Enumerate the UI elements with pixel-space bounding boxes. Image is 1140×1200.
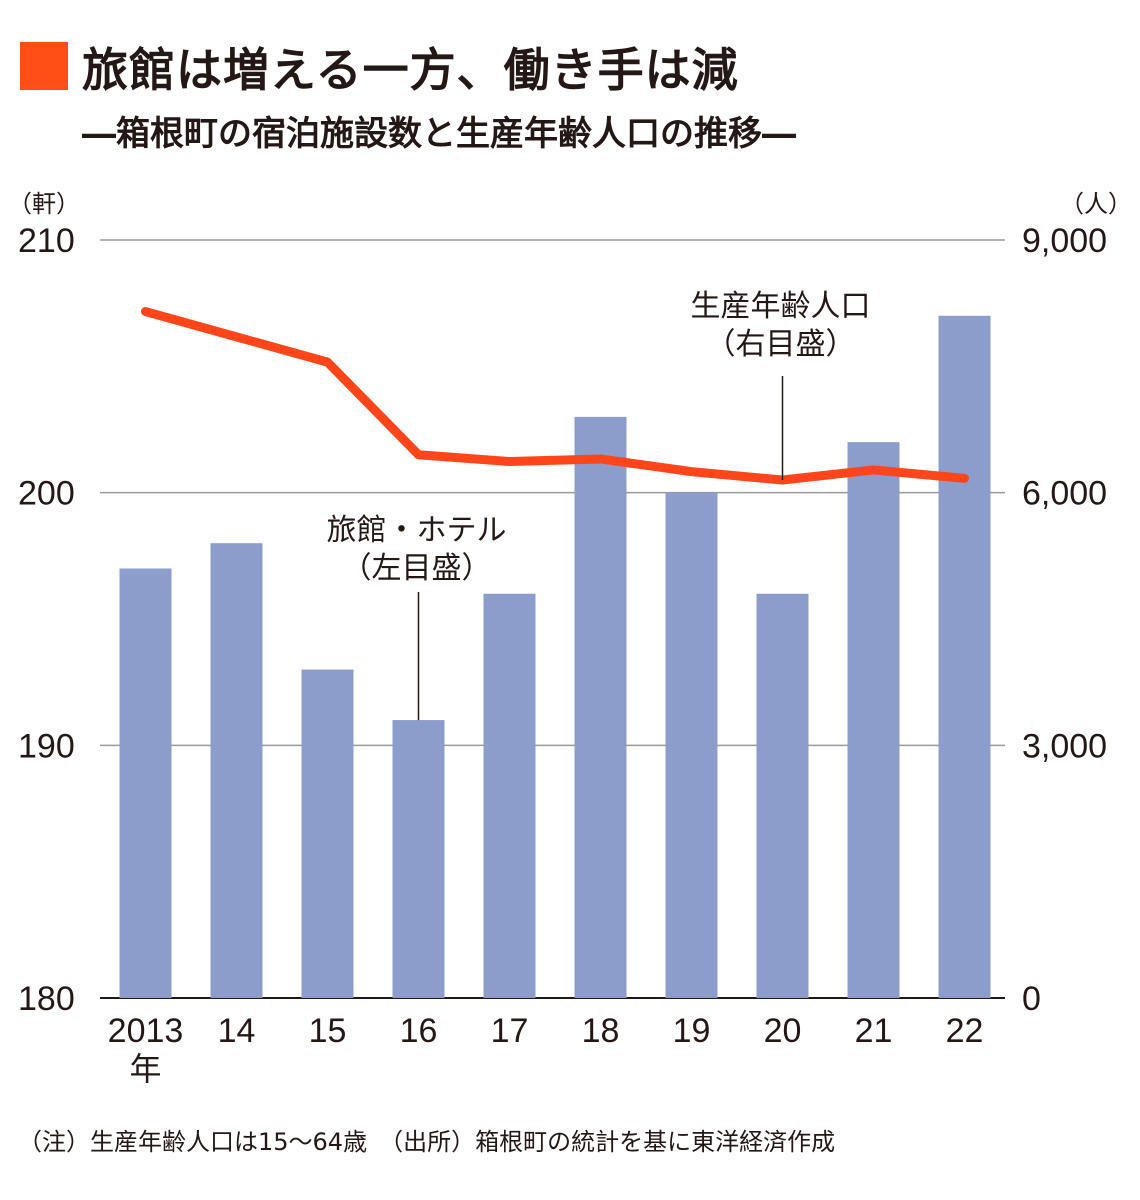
- x-tick-label: 2013: [108, 1012, 184, 1050]
- x-axis-year-suffix: 年: [129, 1050, 161, 1088]
- bar: [847, 442, 900, 999]
- bar: [392, 720, 445, 998]
- bar: [574, 416, 627, 998]
- x-tick-label: 16: [400, 1012, 438, 1050]
- right-axis-tick-label: 6,000: [1022, 475, 1107, 513]
- footnote: （注）生産年齢人口は15〜64歳 （出所）箱根町の統計を基に東洋経済作成: [18, 1128, 836, 1156]
- left-axis-tick-label: 200: [18, 475, 75, 513]
- bar-annotation-label: 旅館・ホテル: [327, 513, 507, 548]
- left-axis-unit: （軒）: [8, 190, 80, 218]
- line-annotation-label: 生産年齢人口: [691, 289, 871, 324]
- right-axis-tick-label: 9,000: [1022, 222, 1107, 260]
- right-axis-tick-label: 3,000: [1022, 727, 1107, 765]
- x-tick-label: 15: [309, 1012, 347, 1050]
- x-tick-label: 18: [582, 1012, 620, 1050]
- left-axis-tick-label: 180: [18, 980, 75, 1018]
- left-axis-tick-label: 210: [18, 222, 75, 260]
- population-line: [141, 307, 969, 485]
- bar: [938, 315, 991, 998]
- x-tick-label: 14: [218, 1012, 256, 1050]
- bar: [483, 593, 536, 998]
- bar: [301, 669, 354, 998]
- line-annotation-sublabel: （右目盛）: [706, 327, 856, 362]
- chart-title: 旅館は増える一方、働き手は減: [82, 43, 739, 97]
- x-tick-label: 19: [673, 1012, 711, 1050]
- x-tick-label: 20: [764, 1012, 802, 1050]
- right-axis-tick-label: 0: [1022, 980, 1041, 1018]
- bar: [210, 543, 263, 998]
- bar: [665, 492, 718, 998]
- x-tick-label: 17: [491, 1012, 529, 1050]
- bar: [756, 593, 809, 998]
- right-axis-unit: （人）: [1060, 190, 1132, 218]
- bar: [119, 568, 172, 998]
- bar-annotation-sublabel: （左目盛）: [342, 551, 492, 586]
- chart-subtitle: ―箱根町の宿泊施設数と生産年齢人口の推移―: [82, 114, 796, 154]
- left-axis-tick-label: 190: [18, 727, 75, 765]
- x-tick-label: 21: [855, 1012, 893, 1050]
- x-tick-label: 22: [946, 1012, 984, 1050]
- title-marker: [20, 42, 68, 90]
